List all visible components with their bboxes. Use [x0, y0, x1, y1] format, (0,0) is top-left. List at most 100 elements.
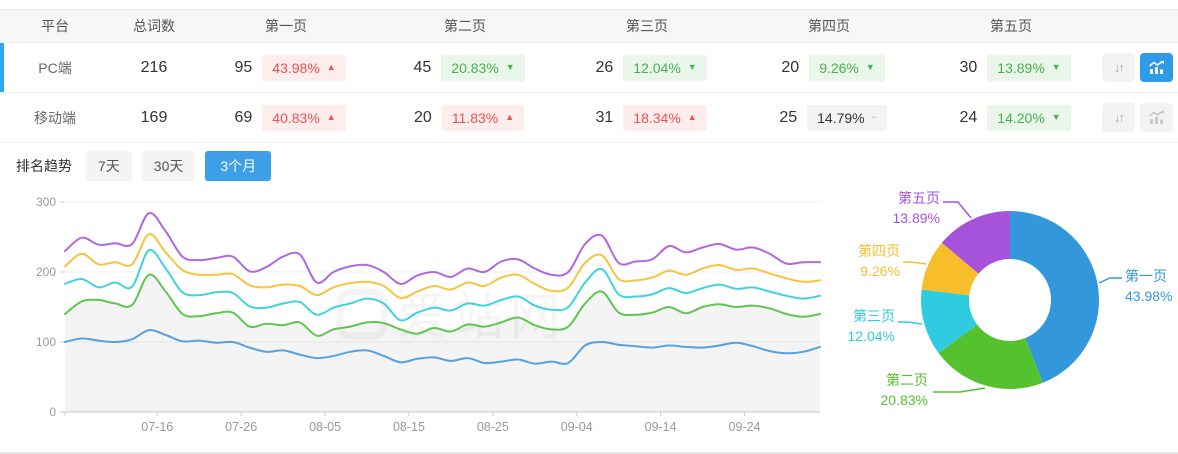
donut-leader-line — [898, 321, 923, 325]
trend-line[interactable] — [64, 212, 821, 285]
change-badge: 18.34% ▲ — [623, 104, 707, 131]
up-arrow-icon: ▲ — [326, 62, 336, 72]
rank-table-body: PC端 216 95 43.98% ▲ 45 20.83% ▼ 26 12.04% ▼ 20 9.26%… — [0, 43, 1178, 143]
trend-line[interactable] — [64, 233, 821, 299]
page-stat-cell: 20 11.83% ▲ — [374, 104, 556, 131]
trend-chart-button[interactable] — [1140, 53, 1173, 82]
sort-button[interactable]: ↓↑ — [1102, 53, 1135, 82]
trend-line[interactable] — [64, 329, 821, 365]
total-words: 216 — [140, 58, 168, 76]
sort-arrows-icon: ↓↑ — [1114, 110, 1125, 125]
x-axis-label: 09-04 — [561, 420, 593, 434]
change-badge: 40.83% ▲ — [262, 104, 346, 131]
change-percent: 14.20% — [997, 109, 1045, 126]
trend-chart-icon — [1149, 110, 1164, 124]
y-axis-label: 200 — [36, 265, 56, 279]
trend-line[interactable] — [64, 248, 821, 322]
sort-button[interactable]: ↓↑ — [1102, 103, 1135, 132]
change-badge: 43.98% ▲ — [262, 54, 346, 81]
platform-name: 移动端 — [34, 109, 76, 126]
change-badge: 14.79% − — [807, 104, 887, 131]
down-arrow-icon: ▼ — [865, 62, 875, 72]
trend-area-fill — [65, 274, 820, 412]
column-header: 第五页 — [990, 18, 1032, 34]
x-axis-label: 09-24 — [729, 420, 761, 434]
donut-slice[interactable] — [941, 211, 1010, 274]
y-axis-label: 0 — [49, 405, 56, 419]
change-percent: 20.83% — [451, 59, 499, 76]
platform-name: PC端 — [38, 59, 72, 76]
page-distribution-donut: 第一页 43.98% 第二页 20.83% 第三页 12.04% 第四页 9.2… — [840, 150, 1178, 452]
change-badge: 12.04% ▼ — [623, 54, 707, 81]
change-badge: 9.26% ▼ — [809, 54, 885, 81]
trend-range-tab[interactable]: 7天 — [86, 151, 132, 181]
change-badge: 20.83% ▼ — [441, 54, 525, 81]
x-axis-label: 09-14 — [645, 420, 677, 434]
trend-range-tab[interactable]: 30天 — [141, 151, 196, 181]
flat-dash-icon: − — [871, 112, 877, 122]
page-stat-cell: 25 14.79% − — [738, 104, 920, 131]
x-axis-label: 07-16 — [141, 420, 173, 434]
page-count: 30 — [959, 58, 978, 76]
page-count: 69 — [234, 108, 253, 126]
watermark-logo-icon — [336, 288, 388, 340]
column-header: 总词数 — [133, 18, 175, 34]
up-arrow-icon: ▲ — [505, 112, 515, 122]
page-stat-cell: 31 18.34% ▲ — [556, 104, 738, 131]
page-stat-cell: 45 20.83% ▼ — [374, 54, 556, 81]
total-words: 169 — [140, 108, 168, 126]
trend-range-tab[interactable]: 3个月 — [205, 151, 272, 181]
column-header: 第三页 — [626, 18, 668, 34]
trend-title: 排名趋势 — [16, 158, 72, 174]
y-axis-label: 100 — [36, 335, 56, 349]
trend-line[interactable] — [64, 273, 821, 337]
page-count: 25 — [779, 108, 798, 126]
page-stat-cell: 20 9.26% ▼ — [738, 54, 920, 81]
table-row[interactable]: 移动端 169 69 40.83% ▲ 20 11.83% ▲ 31 18.34% ▲ 25 14.79… — [0, 93, 1178, 143]
change-percent: 18.34% — [633, 109, 681, 126]
donut-slice[interactable] — [938, 324, 1043, 390]
trend-line-chart: 0 100 200 300 爱站网 07-16 07-26 08-05 08-15 08-25 09… — [36, 195, 821, 434]
page-count: 31 — [595, 108, 614, 126]
y-axis-label: 300 — [36, 195, 56, 209]
page-stat-cell: 24 14.20% ▼ — [920, 104, 1102, 131]
change-percent: 11.83% — [451, 109, 499, 126]
change-badge: 14.20% ▼ — [987, 104, 1071, 131]
donut-chart-svg — [898, 201, 1122, 393]
donut-label-page5: 第五页 13.89% — [892, 190, 940, 226]
donut-leader-line — [943, 201, 972, 219]
rank-table: 平台 总词数 第一页 第二页 第三页 第四页 第五页 PC端 216 95 43.98% ▲ 45 20… — [0, 9, 1178, 143]
down-arrow-icon: ▼ — [1051, 62, 1061, 72]
table-row[interactable]: PC端 216 95 43.98% ▲ 45 20.83% ▼ 26 12.04% ▼ 20 9.26%… — [0, 43, 1178, 93]
trend-tabs: 7天 30天 3个月 — [86, 151, 272, 181]
trend-bar: 排名趋势 7天 30天 3个月 — [16, 151, 272, 181]
row-actions: ↓↑ — [1102, 103, 1178, 132]
x-axis-label: 07-26 — [225, 420, 257, 434]
up-arrow-icon: ▲ — [687, 112, 697, 122]
donut-label-page3: 第三页 12.04% — [847, 308, 895, 344]
trend-chart-button[interactable] — [1140, 103, 1173, 132]
donut-slice[interactable] — [920, 289, 978, 354]
row-actions: ↓↑ — [1102, 53, 1178, 82]
column-header: 第四页 — [808, 18, 850, 34]
sort-arrows-icon: ↓↑ — [1114, 60, 1125, 75]
column-header: 平台 — [41, 18, 69, 34]
x-axis-label: 08-05 — [309, 420, 341, 434]
donut-slice[interactable] — [921, 242, 979, 296]
donut-label-page4: 第四页 9.26% — [858, 243, 900, 279]
change-percent: 43.98% — [272, 59, 320, 76]
change-badge: 13.89% ▼ — [987, 54, 1071, 81]
up-arrow-icon: ▲ — [326, 112, 336, 122]
change-percent: 14.79% — [817, 109, 865, 126]
donut-label-page2: 第二页 20.83% — [880, 372, 928, 408]
page-stat-cell: 69 40.83% ▲ — [198, 104, 374, 131]
donut-label-page1: 第一页 43.98% — [1125, 268, 1173, 304]
page-count: 24 — [959, 108, 978, 126]
x-axis-label: 08-25 — [477, 420, 509, 434]
rank-table-header: 平台 总词数 第一页 第二页 第三页 第四页 第五页 — [0, 9, 1178, 43]
down-arrow-icon: ▼ — [1051, 112, 1061, 122]
donut-slice[interactable] — [1010, 211, 1100, 383]
column-header: 第二页 — [444, 18, 486, 34]
page-count: 20 — [414, 108, 432, 126]
